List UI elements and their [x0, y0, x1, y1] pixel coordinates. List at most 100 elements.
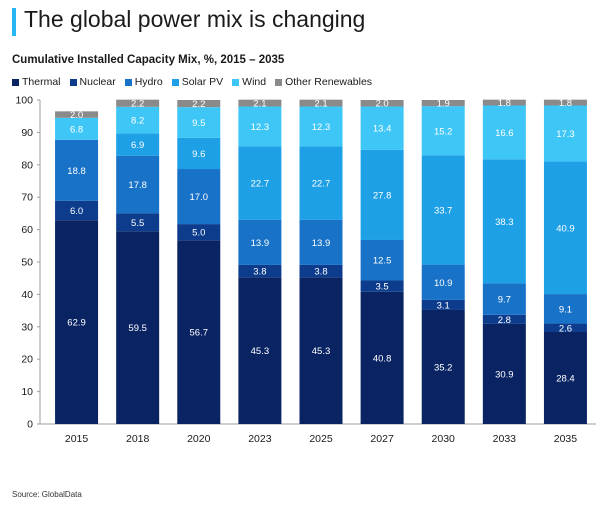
data-label: 6.0 — [70, 206, 83, 217]
data-label: 1.9 — [437, 99, 450, 110]
data-label: 30.9 — [495, 369, 514, 380]
bar-segment-hydro — [543, 294, 587, 324]
x-tick-label: 2027 — [370, 433, 394, 445]
legend-label: Thermal — [22, 76, 61, 88]
data-label: 22.7 — [312, 179, 331, 190]
legend-swatch — [171, 78, 179, 86]
bar-segment-nuclear — [299, 264, 343, 278]
x-tick-label: 2035 — [554, 433, 578, 445]
data-label: 5.5 — [131, 218, 144, 229]
bar-segment-hydro — [482, 283, 526, 315]
bar-segment-wind — [177, 107, 221, 138]
bar-segment-solar-pv — [238, 146, 282, 220]
data-label: 59.5 — [128, 323, 147, 334]
legend-label: Hydro — [134, 76, 163, 88]
x-tick-label: 2020 — [187, 433, 211, 445]
data-label: 62.9 — [67, 318, 86, 329]
bar-segment-other-renewables — [360, 100, 404, 107]
legend-label: Nuclear — [79, 76, 116, 88]
bar-segment-wind — [55, 117, 99, 140]
source-note: Source: GlobalData — [12, 490, 82, 499]
bar-segment-hydro — [55, 139, 99, 201]
legend-label: Wind — [242, 76, 267, 88]
data-label: 3.5 — [376, 282, 389, 293]
legend-swatch — [232, 78, 240, 86]
data-label: 33.7 — [434, 205, 453, 216]
data-label: 45.3 — [251, 346, 270, 357]
data-label: 5.0 — [192, 228, 205, 239]
legend-swatch — [12, 78, 19, 86]
data-label: 6.8 — [70, 124, 83, 135]
bar-segment-other-renewables — [177, 100, 221, 108]
data-label: 9.1 — [559, 304, 572, 315]
data-label: 9.5 — [192, 118, 205, 129]
data-label: 17.8 — [128, 180, 147, 191]
y-tick-label: 60 — [21, 224, 33, 236]
data-label: 13.9 — [251, 238, 270, 249]
data-label: 2.0 — [376, 99, 389, 110]
bar-segment-thermal — [116, 231, 160, 424]
data-label: 12.5 — [373, 256, 392, 267]
y-tick-label: 40 — [21, 289, 33, 301]
bar-segment-nuclear — [116, 213, 160, 232]
bar-segment-solar-pv — [482, 159, 526, 284]
bar-segment-solar-pv — [543, 161, 587, 295]
y-tick-label: 100 — [15, 95, 33, 107]
bar-segment-solar-pv — [360, 149, 404, 240]
chart-title: Cumulative Installed Capacity Mix, %, 20… — [12, 54, 285, 66]
page-title: The global power mix is changing — [24, 6, 366, 32]
y-tick-label: 10 — [21, 386, 33, 398]
bar-segment-solar-pv — [116, 133, 160, 156]
data-label: 2.8 — [498, 315, 511, 326]
y-tick-label: 80 — [21, 159, 33, 171]
x-tick-label: 2030 — [432, 433, 456, 445]
bar-segment-wind — [543, 105, 587, 162]
bar-segment-nuclear — [421, 299, 465, 310]
data-label: 1.8 — [559, 98, 572, 109]
x-tick-label: 2023 — [248, 433, 272, 445]
bar-segment-thermal — [238, 277, 282, 424]
bar-segment-nuclear — [55, 200, 99, 221]
data-label: 10.9 — [434, 278, 453, 289]
data-label: 17.0 — [190, 192, 209, 203]
data-label: 17.3 — [556, 129, 575, 140]
bar-segment-wind — [360, 106, 404, 150]
bar-segment-solar-pv — [299, 146, 343, 220]
legend-item-solar-pv: Solar PV — [171, 76, 223, 88]
x-tick-label: 2025 — [309, 433, 333, 445]
legend-item-wind: Wind — [232, 76, 266, 88]
data-label: 28.4 — [556, 373, 575, 384]
y-tick-label: 20 — [21, 354, 33, 366]
data-label: 22.7 — [251, 179, 270, 190]
data-label: 12.3 — [312, 122, 331, 133]
legend-item-hydro: Hydro — [124, 76, 163, 88]
bar-segment-hydro — [238, 219, 282, 265]
y-tick-label: 70 — [21, 192, 33, 204]
legend-swatch — [69, 78, 77, 86]
y-tick-label: 30 — [21, 321, 33, 333]
data-label: 8.2 — [131, 116, 144, 127]
data-label: 13.9 — [312, 238, 331, 249]
bar-segment-nuclear — [238, 264, 282, 278]
data-label: 15.2 — [434, 126, 453, 137]
bar-segment-other-renewables — [543, 99, 587, 106]
bar-segment-thermal — [299, 277, 343, 424]
bar-segment-solar-pv — [421, 155, 465, 265]
data-label: 35.2 — [434, 362, 453, 373]
bar-segment-other-renewables — [55, 111, 99, 118]
data-label: 40.9 — [556, 223, 575, 234]
bar-segment-other-renewables — [238, 99, 282, 107]
bar-segment-thermal — [177, 240, 221, 424]
data-label: 2.2 — [131, 99, 144, 110]
legend-item-thermal: Thermal — [12, 76, 61, 88]
bar-segment-hydro — [299, 219, 343, 265]
data-label: 40.8 — [373, 353, 392, 364]
data-label: 18.8 — [67, 166, 86, 177]
data-label: 9.7 — [498, 295, 511, 306]
data-label: 38.3 — [495, 217, 514, 228]
data-label: 56.7 — [190, 328, 209, 339]
data-label: 2.1 — [253, 99, 266, 110]
bar-segment-thermal — [421, 309, 465, 424]
data-label: 45.3 — [312, 346, 331, 357]
